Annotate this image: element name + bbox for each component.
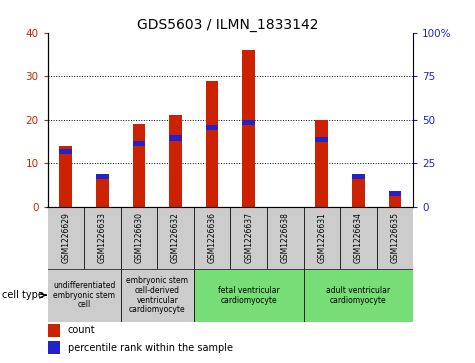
Text: GSM1226635: GSM1226635 [390, 212, 399, 263]
Text: GDS5603 / ILMN_1833142: GDS5603 / ILMN_1833142 [137, 18, 319, 32]
Bar [84, 207, 121, 269]
Bar [169, 115, 182, 207]
Bar [242, 120, 255, 125]
Bar [304, 269, 413, 322]
Text: GSM1226634: GSM1226634 [354, 212, 363, 263]
Text: cell type: cell type [2, 290, 44, 300]
Bar [59, 146, 72, 207]
Text: percentile rank within the sample: percentile rank within the sample [67, 343, 233, 352]
Bar [206, 81, 219, 207]
Text: GSM1226630: GSM1226630 [134, 212, 143, 263]
Text: GSM1226636: GSM1226636 [208, 212, 217, 263]
Text: embryonic stem
cell-derived
ventricular
cardiomyocyte: embryonic stem cell-derived ventricular … [126, 276, 188, 314]
Text: GSM1226631: GSM1226631 [317, 212, 326, 263]
Text: fetal ventricular
cardiomyocyte: fetal ventricular cardiomyocyte [218, 286, 279, 305]
Bar [48, 207, 84, 269]
Bar [315, 120, 328, 207]
Bar [121, 207, 157, 269]
Bar [169, 135, 182, 140]
Bar [230, 207, 267, 269]
Bar [242, 50, 255, 207]
Bar [304, 207, 340, 269]
Bar [340, 207, 377, 269]
Bar [48, 324, 60, 337]
Text: GSM1226638: GSM1226638 [281, 212, 290, 263]
Bar [389, 191, 401, 196]
Bar [194, 269, 304, 322]
Bar [157, 207, 194, 269]
Bar [206, 125, 219, 130]
Bar [267, 207, 304, 269]
Text: GSM1226629: GSM1226629 [61, 212, 70, 263]
Text: GSM1226637: GSM1226637 [244, 212, 253, 263]
Bar [121, 269, 194, 322]
Text: GSM1226633: GSM1226633 [98, 212, 107, 263]
Bar [96, 174, 109, 207]
Bar [133, 140, 145, 146]
Bar [133, 124, 145, 207]
Bar [194, 207, 230, 269]
Bar [48, 269, 121, 322]
Bar [352, 174, 365, 179]
Bar [377, 207, 413, 269]
Bar [96, 174, 109, 179]
Bar [59, 149, 72, 154]
Text: adult ventricular
cardiomyocyte: adult ventricular cardiomyocyte [326, 286, 390, 305]
Bar [48, 341, 60, 354]
Text: GSM1226632: GSM1226632 [171, 212, 180, 263]
Bar [389, 196, 401, 207]
Text: undifferentiated
embryonic stem
cell: undifferentiated embryonic stem cell [53, 281, 115, 309]
Bar [315, 137, 328, 142]
Text: count: count [67, 326, 95, 335]
Bar [352, 174, 365, 207]
